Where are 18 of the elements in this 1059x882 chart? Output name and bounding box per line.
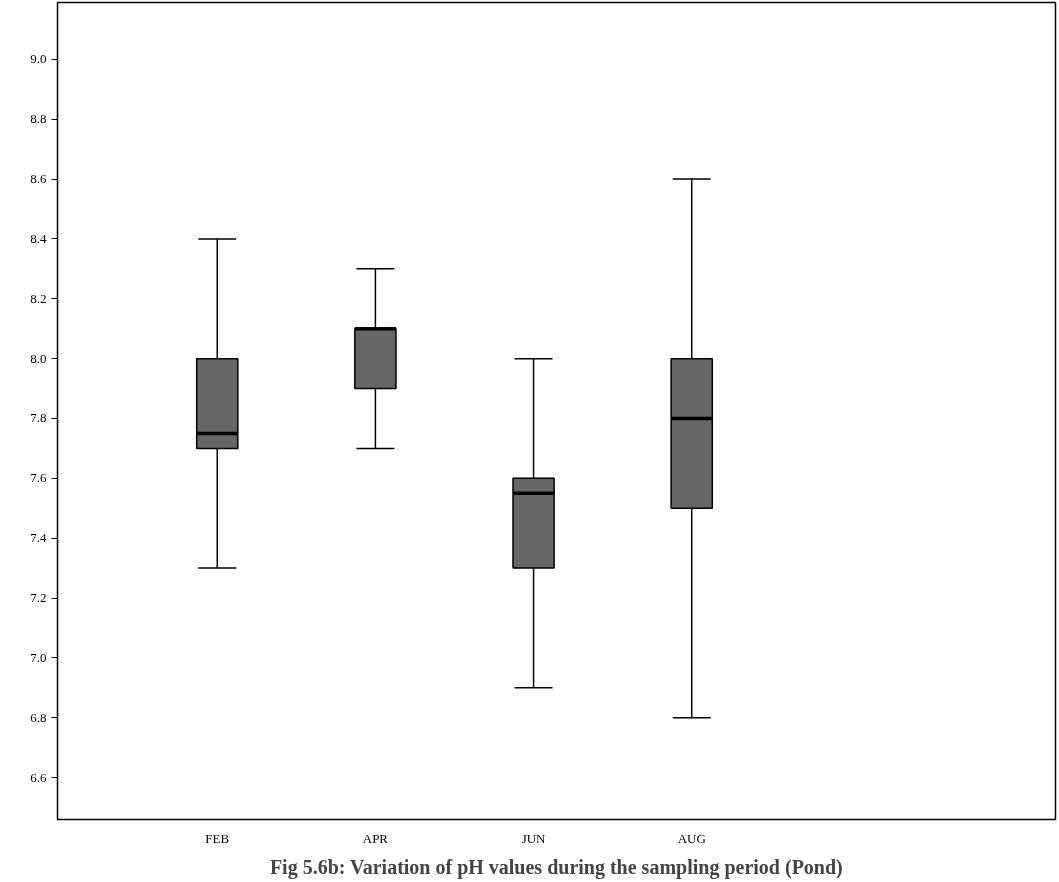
x-tick-label: AUG	[677, 830, 706, 846]
y-tick-label: 7.2	[30, 590, 47, 606]
y-tick-label: 7.8	[30, 410, 47, 426]
x-tick-label: APR	[362, 830, 389, 846]
y-tick-label: 8.4	[30, 230, 47, 246]
y-tick-label: 8.0	[30, 350, 47, 366]
y-tick-label: 6.8	[30, 709, 47, 725]
y-tick-label: 7.6	[30, 470, 47, 486]
y-tick-label: 6.6	[30, 769, 47, 785]
x-tick-label: FEB	[205, 830, 230, 846]
y-tick-label: 7.0	[30, 649, 47, 665]
y-tick-label: 8.8	[30, 111, 47, 127]
y-tick-label: 7.4	[30, 530, 47, 546]
text: Fig 5.6b: Variation of pH values during the sampling period (Pond)	[269, 855, 843, 879]
y-tick-label: 8.2	[30, 290, 47, 306]
y-tick-label: 8.6	[30, 171, 47, 187]
x-tick-label: JUN	[521, 830, 547, 846]
y-tick-label: 9.0	[30, 51, 47, 67]
